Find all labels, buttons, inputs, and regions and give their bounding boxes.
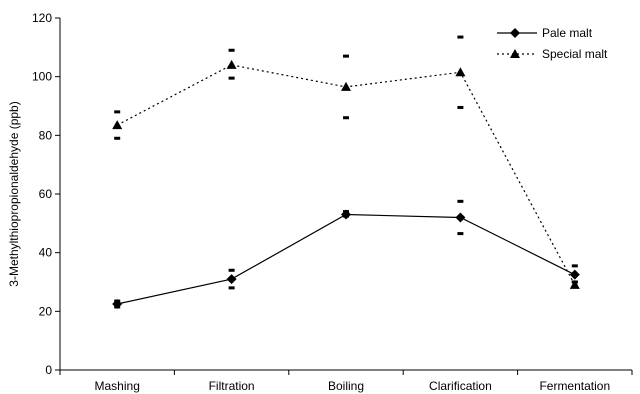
data-point xyxy=(341,81,351,91)
y-tick-label: 0 xyxy=(45,363,52,377)
y-tick-label: 60 xyxy=(39,187,53,201)
y-axis-ticks: 0 20 40 60 80 100 120 xyxy=(32,11,60,377)
x-tick-label: Filtration xyxy=(209,379,255,393)
legend-label: Special malt xyxy=(542,47,608,61)
y-tick-label: 120 xyxy=(32,11,52,25)
error-cap xyxy=(228,76,235,80)
data-point xyxy=(226,274,237,285)
series-layer xyxy=(112,35,580,309)
legend-label: Pale malt xyxy=(542,26,593,40)
error-cap xyxy=(457,105,464,109)
data-point xyxy=(112,299,123,309)
y-axis-label: 3-Methylthiopropionaldehyde (ppb) xyxy=(7,101,21,286)
error-cap xyxy=(114,110,121,114)
error-cap xyxy=(457,35,464,39)
legend: Pale malt Special malt xyxy=(497,26,608,61)
data-point xyxy=(569,269,580,280)
error-cap xyxy=(114,136,121,140)
axes xyxy=(59,18,632,371)
x-tick-label: Fermentation xyxy=(539,379,610,393)
series-special-malt xyxy=(112,35,580,289)
y-tick-label: 80 xyxy=(39,128,53,142)
data-point xyxy=(226,59,237,69)
x-tick-label: Mashing xyxy=(95,379,140,393)
error-cap xyxy=(228,268,235,272)
error-cap xyxy=(457,232,464,236)
y-tick-label: 20 xyxy=(39,304,53,318)
legend-marker xyxy=(510,28,520,38)
data-point xyxy=(569,279,580,289)
error-cap xyxy=(343,54,349,58)
series-line xyxy=(117,213,576,305)
data-point xyxy=(341,209,351,220)
error-cap xyxy=(228,48,235,52)
data-point xyxy=(455,212,466,223)
legend-marker xyxy=(510,49,520,58)
data-point xyxy=(112,120,123,130)
error-cap xyxy=(228,286,235,290)
x-tick-label: Clarification xyxy=(429,379,492,393)
error-cap xyxy=(343,116,349,120)
series-line xyxy=(116,64,576,286)
series-pale-malt xyxy=(112,199,580,309)
x-axis-ticks: Mashing Filtration Boiling Clarification Fer… xyxy=(59,370,633,393)
y-tick-label: 100 xyxy=(32,70,52,84)
y-tick-label: 40 xyxy=(39,246,53,260)
error-cap xyxy=(457,199,464,203)
data-point xyxy=(455,67,466,77)
error-cap xyxy=(571,264,578,268)
x-tick-label: Boiling xyxy=(328,379,364,393)
